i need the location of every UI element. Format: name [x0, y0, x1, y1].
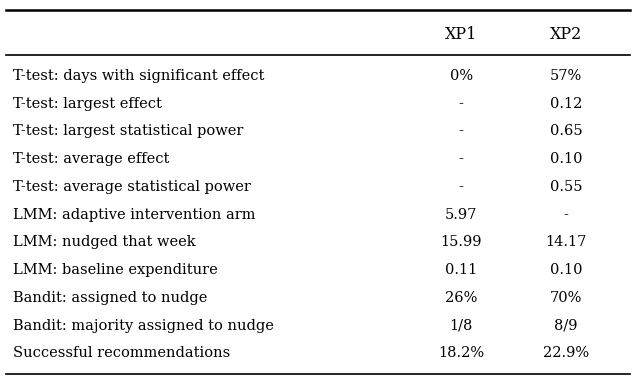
Text: Bandit: majority assigned to nudge: Bandit: majority assigned to nudge [13, 319, 273, 332]
Text: 57%: 57% [550, 69, 582, 83]
Text: 22.9%: 22.9% [543, 347, 589, 360]
Text: 0.10: 0.10 [550, 152, 583, 166]
Text: 0.10: 0.10 [550, 263, 583, 277]
Text: -: - [459, 125, 464, 138]
Text: XP2: XP2 [550, 26, 582, 43]
Text: LMM: adaptive intervention arm: LMM: adaptive intervention arm [13, 208, 255, 222]
Text: 5.97: 5.97 [445, 208, 477, 222]
Text: 0.65: 0.65 [550, 125, 583, 138]
Text: 1/8: 1/8 [450, 319, 473, 332]
Text: 15.99: 15.99 [440, 236, 482, 249]
Text: -: - [459, 180, 464, 194]
Text: -: - [459, 97, 464, 111]
Text: LMM: baseline expenditure: LMM: baseline expenditure [13, 263, 218, 277]
Text: T-test: average statistical power: T-test: average statistical power [13, 180, 251, 194]
Text: T-test: largest effect: T-test: largest effect [13, 97, 162, 111]
Text: 18.2%: 18.2% [438, 347, 484, 360]
Text: 0.12: 0.12 [550, 97, 582, 111]
Text: 8/9: 8/9 [555, 319, 577, 332]
Text: 0%: 0% [450, 69, 473, 83]
Text: 14.17: 14.17 [545, 236, 587, 249]
Text: 26%: 26% [445, 291, 477, 305]
Text: -: - [459, 152, 464, 166]
Text: LMM: nudged that week: LMM: nudged that week [13, 236, 195, 249]
Text: Successful recommendations: Successful recommendations [13, 347, 230, 360]
Text: T-test: average effect: T-test: average effect [13, 152, 169, 166]
Text: T-test: days with significant effect: T-test: days with significant effect [13, 69, 264, 83]
Text: Bandit: assigned to nudge: Bandit: assigned to nudge [13, 291, 207, 305]
Text: 0.11: 0.11 [445, 263, 477, 277]
Text: XP1: XP1 [445, 26, 477, 43]
Text: T-test: largest statistical power: T-test: largest statistical power [13, 125, 243, 138]
Text: 0.55: 0.55 [550, 180, 583, 194]
Text: 70%: 70% [550, 291, 582, 305]
Text: -: - [563, 208, 569, 222]
